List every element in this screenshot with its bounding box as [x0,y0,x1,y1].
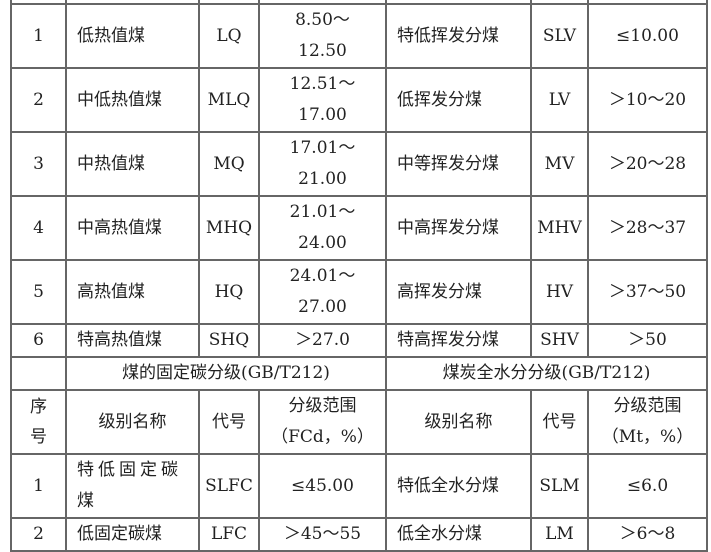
grade-code: SLM [530,453,589,519]
grade-code: MHQ [198,195,260,261]
section-title-right: 煤炭全水分分级(GB/T212) [385,356,708,391]
grade-code: SHQ [198,323,260,358]
grade-name: 低全水分煤 [385,517,532,552]
grade-code: MV [530,131,589,197]
grade-name: 高挥发分煤 [385,259,532,325]
grade-name: 低挥发分煤 [385,67,532,133]
header-row: 序号 级别名称 代号 分级范围（FCd，%） 级别名称 代号 分级范围（Mt，%） [10,389,708,455]
grade-code: SLV [530,3,589,69]
grade-code: LQ [198,3,260,69]
grade-range: ＞27.0 [258,323,387,358]
section-title-row: 煤的固定碳分级(GB/T212) 煤炭全水分分级(GB/T212) [10,356,708,391]
table-row: 3 中热值煤 MQ 17.01～21.00 中等挥发分煤 MV ＞20～28 [10,131,708,197]
column-header-name1: 级别名称 [65,389,200,455]
blank-cell [10,356,67,391]
grade-range: ＞10～20 [587,67,708,133]
row-number: 3 [10,131,67,197]
grade-range: 17.01～21.00 [258,131,387,197]
table-row: 1 低热值煤 LQ 8.50～12.50 特低挥发分煤 SLV ≤10.00 [10,3,708,69]
row-number: 1 [10,3,67,69]
grade-range: ＞6～8 [587,517,708,552]
row-number: 1 [10,453,67,519]
row-number: 4 [10,195,67,261]
section-title-left: 煤的固定碳分级(GB/T212) [65,356,387,391]
coal-classification-table: 1 低热值煤 LQ 8.50～12.50 特低挥发分煤 SLV ≤10.00 2 中低热值煤 ML… [10,0,708,552]
column-header-code2: 代号 [530,389,589,455]
column-header-code1: 代号 [198,389,260,455]
grade-name: 特高热值煤 [65,323,200,358]
column-header-range1: 分级范围（FCd，%） [258,389,387,455]
grade-name: 特低固定碳煤 [65,453,200,519]
grade-name: 中低热值煤 [65,67,200,133]
grade-code: HV [530,259,589,325]
grade-code: MQ [198,131,260,197]
grade-name: 特低全水分煤 [385,453,532,519]
grade-range: 24.01～27.00 [258,259,387,325]
grade-code: SHV [530,323,589,358]
grade-range: 8.50～12.50 [258,3,387,69]
grade-name: 高热值煤 [65,259,200,325]
table-row: 1 特低固定碳煤 SLFC ≤45.00 特低全水分煤 SLM ≤6.0 [10,453,708,519]
grade-range: ＞50 [587,323,708,358]
grade-code: LM [530,517,589,552]
column-header-range2: 分级范围（Mt，%） [587,389,708,455]
grade-range: 21.01～24.00 [258,195,387,261]
grade-range: ＞20～28 [587,131,708,197]
table-row: 6 特高热值煤 SHQ ＞27.0 特高挥发分煤 SHV ＞50 [10,323,708,358]
row-number: 5 [10,259,67,325]
table-row: 5 高热值煤 HQ 24.01～27.00 高挥发分煤 HV ＞37～50 [10,259,708,325]
grade-code: HQ [198,259,260,325]
grade-range: ≤6.0 [587,453,708,519]
table-row: 2 中低热值煤 MLQ 12.51～17.00 低挥发分煤 LV ＞10～20 [10,67,708,133]
grade-name: 中热值煤 [65,131,200,197]
grade-code: SLFC [198,453,260,519]
column-header-name2: 级别名称 [385,389,532,455]
grade-range: ≤10.00 [587,3,708,69]
row-number: 2 [10,67,67,133]
grade-name: 特高挥发分煤 [385,323,532,358]
grade-range: ＞37～50 [587,259,708,325]
grade-name: 中高热值煤 [65,195,200,261]
grade-range: ≤45.00 [258,453,387,519]
table-row: 4 中高热值煤 MHQ 21.01～24.00 中高挥发分煤 MHV ＞28～37 [10,195,708,261]
grade-code: LFC [198,517,260,552]
grade-range: ＞28～37 [587,195,708,261]
grade-name: 特低挥发分煤 [385,3,532,69]
column-header-no: 序号 [10,389,67,455]
grade-name: 低固定碳煤 [65,517,200,552]
grade-name: 低热值煤 [65,3,200,69]
row-number: 6 [10,323,67,358]
grade-code: MHV [530,195,589,261]
grade-range: 12.51～17.00 [258,67,387,133]
table-row-cut [10,0,708,5]
grade-name: 中高挥发分煤 [385,195,532,261]
table-row: 2 低固定碳煤 LFC ＞45～55 低全水分煤 LM ＞6～8 [10,517,708,552]
grade-code: LV [530,67,589,133]
grade-range: ＞45～55 [258,517,387,552]
grade-name: 中等挥发分煤 [385,131,532,197]
grade-code: MLQ [198,67,260,133]
row-number: 2 [10,517,67,552]
